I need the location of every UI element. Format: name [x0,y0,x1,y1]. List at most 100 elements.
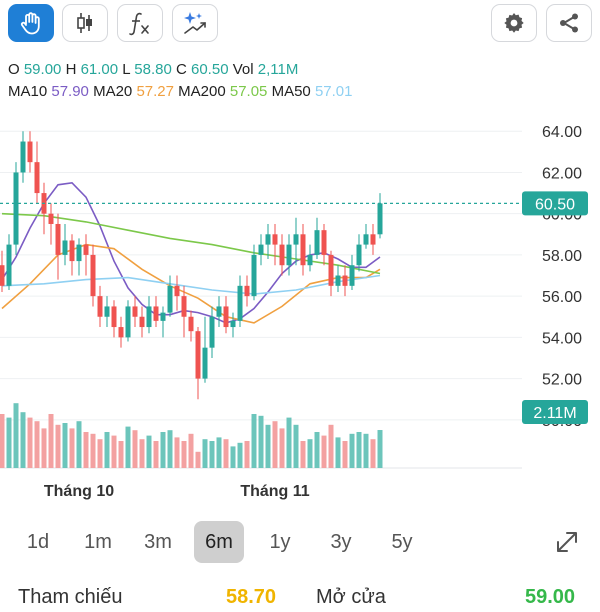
candle-body [342,275,348,286]
y-tick-label: 52.00 [542,372,582,389]
candle-body [160,312,166,321]
y-tick-label: 54.00 [542,330,582,347]
volume-bar [279,428,285,468]
candle-body [34,162,40,194]
volume-bar [328,424,334,468]
volume-bar [258,415,264,468]
period-1y[interactable]: 1y [269,530,291,553]
candle-body [209,316,215,348]
volume-bar [153,441,159,468]
candle-body [265,234,271,245]
volume-bar [195,451,201,468]
candle-body [230,320,236,328]
hand-tool-button[interactable] [8,4,54,42]
volume-bar [160,432,166,468]
candlestick-icon [77,13,92,33]
volume-bar [335,437,341,468]
candle-body [321,230,327,255]
period-3m[interactable]: 3m [144,530,172,553]
candle-body [48,213,54,224]
candle-body [195,331,201,379]
candle-body [62,240,68,255]
volume-bar [27,417,33,468]
ohlc-readout: O 59.00 H 61.00 L 58.80 C 60.50 Vol 2,11… [8,61,298,78]
volume-bar [314,432,320,468]
last-price-tag [522,191,588,216]
candle-body [377,203,383,235]
volume-bar [286,417,292,468]
candle-body [118,327,124,338]
volume-bar [13,403,19,468]
volume-bar [34,421,40,468]
gear-icon [504,13,524,33]
price-chart[interactable]: 66.0064.0062.0060.0058.0056.0054.0052.00… [0,100,600,510]
volume-bar [321,435,327,468]
period-5y[interactable]: 5y [391,530,413,553]
volume-bar [356,432,362,468]
ma20-label: MA20 [93,83,133,100]
period-selector: 1d 1m 3m 6m 1y 3y 5y [10,519,590,567]
candle-body [349,265,355,286]
open-label: O [8,61,20,78]
share-button[interactable] [546,4,592,42]
open-price-label: Mở cửa [316,586,386,608]
ma200-value: 57.05 [229,83,268,100]
fullscreen-button[interactable] [552,527,582,557]
volume-label: Vol [232,61,254,78]
volume-bar [244,441,250,468]
ma-line-ma200 [1,212,381,275]
candle-body [363,234,369,245]
period-6m[interactable]: 6m [194,521,244,563]
candle-body [314,230,320,255]
settings-button[interactable] [491,4,537,42]
volume-bar [118,441,124,468]
volume-bar [83,432,89,468]
candle-body [251,254,257,297]
candle-body [293,234,299,245]
y-tick-label: 62.00 [542,165,582,182]
ma50-value: 57.01 [314,83,353,100]
x-tick-label: Tháng 11 [240,483,309,500]
price-stats: Tham chiếu 58.70 Mở cửa 59.00 [0,582,600,612]
volume-bar [349,433,355,468]
volume-bar [342,441,348,468]
volume-bar [300,441,306,468]
volume-bar [62,423,68,468]
indicator-button[interactable] [117,4,163,42]
candle-body [181,296,187,317]
volume-bar [209,441,215,468]
volume-bar [20,412,26,468]
candle-body [153,306,159,321]
candle-body [13,172,19,245]
candle-body [244,285,250,297]
ma20-value: 57.27 [136,83,174,100]
candlestick-chart-button[interactable] [62,4,108,42]
volume-bar [293,424,299,468]
candle-body [328,254,334,286]
volume-bar [146,435,152,468]
y-tick-label: 58.00 [542,248,582,265]
reference-value: 58.70 [226,586,277,608]
period-1d[interactable]: 1d [26,530,50,553]
candle-body [125,306,131,338]
candle-body [104,306,110,317]
open-price-value: 59.00 [525,586,576,608]
volume-bar [90,433,96,468]
high-label: H [65,61,77,78]
candle-body [146,306,152,328]
period-3y[interactable]: 3y [330,530,352,553]
volume-bar [202,439,208,468]
volume-bar [97,439,103,468]
volume-bar [55,424,61,468]
candle-body [6,244,12,286]
candle-body [279,244,285,266]
moving-average-legend: MA10 57.90 MA20 57.27 MA200 57.05 MA50 5… [8,83,352,100]
period-1m[interactable]: 1m [84,530,112,553]
volume-value: 2,11M [257,61,299,78]
candle-body [370,234,376,245]
volume-bar [223,439,229,468]
volume-bar [377,430,383,468]
volume-bar [0,414,5,468]
ai-assist-button[interactable] [172,4,218,42]
candle-body [258,244,264,255]
